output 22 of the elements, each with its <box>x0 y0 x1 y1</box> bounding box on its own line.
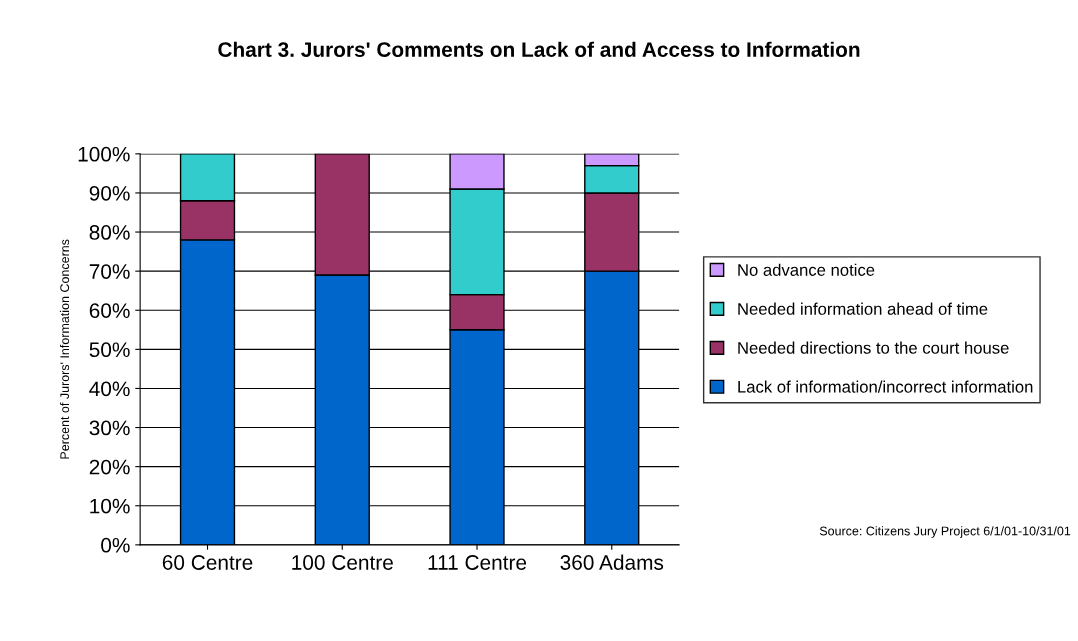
y-tick-label: 80% <box>89 225 130 240</box>
y-tick-label: 40% <box>89 381 130 397</box>
legend-label: Needed information ahead of time <box>738 302 988 315</box>
x-tick-label: 360 Adams <box>560 554 664 570</box>
legend-label: Needed directions to the court house <box>738 341 1009 354</box>
y-tick-label: 10% <box>90 498 130 514</box>
y-tick-label: 30% <box>89 420 130 436</box>
chart-title: Chart 3. Jurors' Comments on Lack of and Access to Information <box>218 41 860 57</box>
y-tick-label: 0% <box>101 537 130 553</box>
y-tick-label: 20% <box>89 459 130 475</box>
legend-label: No advance notice <box>738 263 875 276</box>
x-tick-label: 60 Centre <box>162 555 253 570</box>
y-tick-label: 50% <box>89 342 130 358</box>
legend-label: Lack of information/incorrect information <box>738 380 1033 393</box>
y-tick-label: 90% <box>89 185 130 201</box>
y-tick-label: 70% <box>89 264 130 279</box>
x-tick-label: 111 Centre <box>428 555 527 570</box>
x-tick-label: 100 Centre <box>292 555 393 570</box>
y-tick-label: 60% <box>89 303 130 318</box>
source-note: Source: Citizens Jury Project 6/1/01-10/31/01 <box>819 526 1071 538</box>
y-axis-title: Percent of Jurors' Information Concerns <box>59 239 70 459</box>
y-tick-label: 100% <box>78 146 130 162</box>
